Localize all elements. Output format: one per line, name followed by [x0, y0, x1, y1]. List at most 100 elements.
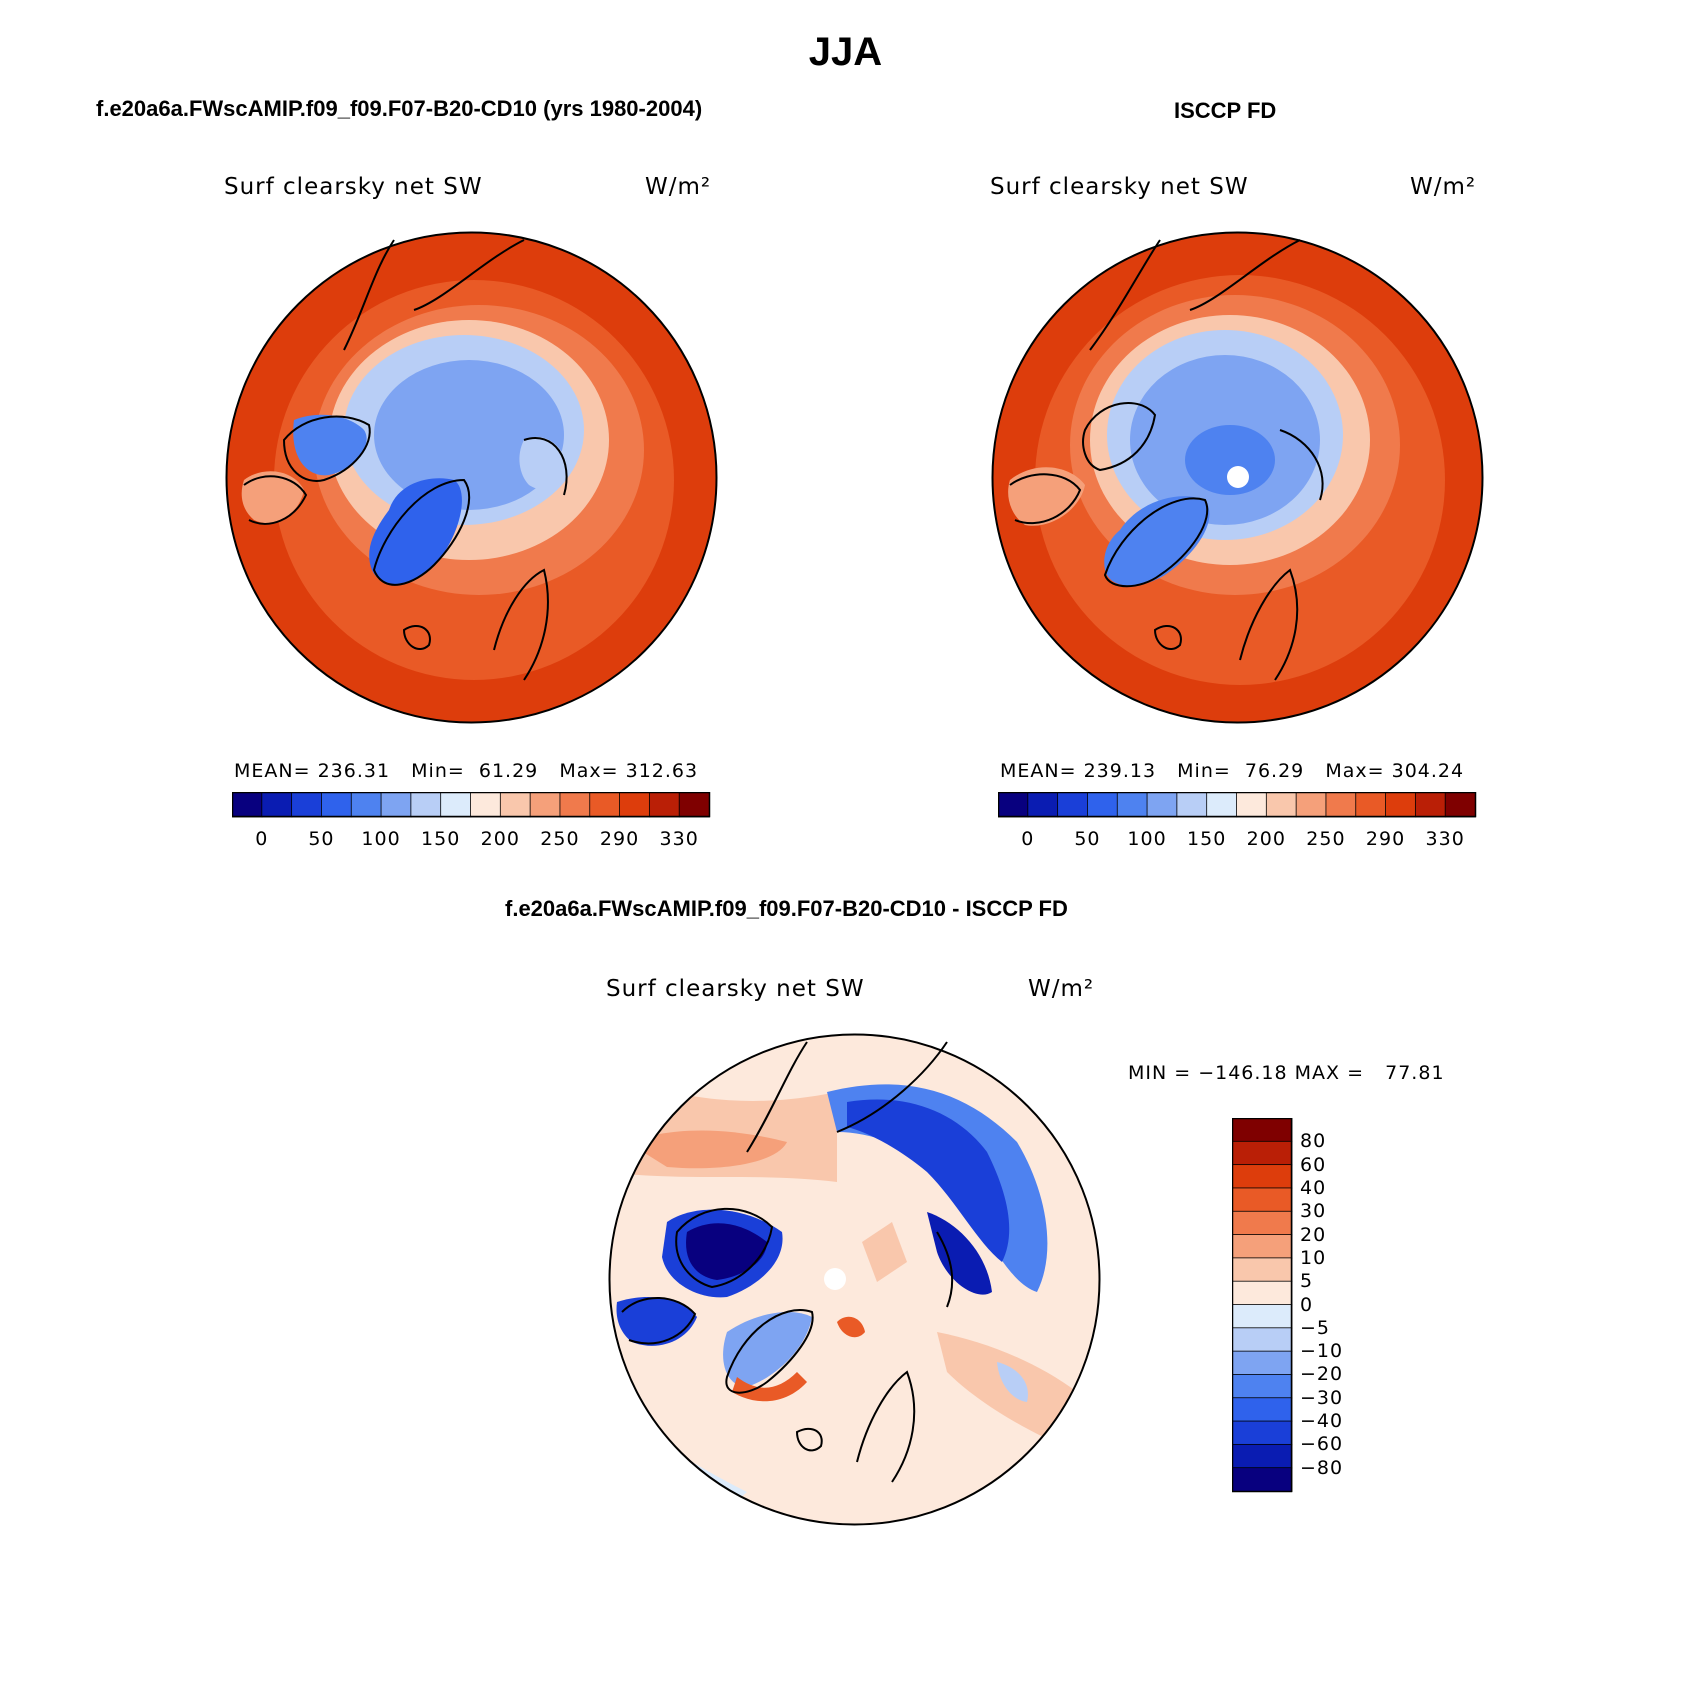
- model-ice-pack: [374, 360, 564, 510]
- obs-case-title: ISCCP FD: [1174, 98, 1277, 123]
- model-map-border: [225, 231, 718, 724]
- colorbar-tick-label: −20: [1300, 1363, 1344, 1386]
- colorbar-swatch: [589, 792, 621, 818]
- colorbar-swatch: [1236, 792, 1268, 818]
- colorbar-swatch: [1444, 792, 1476, 818]
- colorbar-swatch: [1232, 1210, 1293, 1236]
- colorbar-swatch: [1232, 1397, 1293, 1422]
- model-coast-siberia-w: [523, 437, 568, 496]
- colorbar-tick-label: 60: [1300, 1153, 1327, 1176]
- model-coast-hudson: [243, 475, 308, 525]
- model-coast-iceland: [402, 625, 431, 650]
- model-colorbar-ticks: 0 50 100 150 200 250 290 330: [232, 828, 712, 854]
- colorbar-swatch: [1232, 1374, 1293, 1399]
- colorbar-tick-label: −40: [1300, 1410, 1344, 1433]
- model-case-title: f.e20a6a.FWscAMIP.f09_f09.F07-B20-CD10 (…: [96, 96, 703, 121]
- model-coast-archipelago: [282, 415, 371, 482]
- colorbar-tick-label: 0: [1021, 828, 1035, 850]
- model-variable-label: Surf clearsky net SW: [224, 174, 483, 200]
- colorbar-tick-label: 0: [255, 828, 269, 850]
- diff-variable-label: Surf clearsky net SW: [606, 976, 865, 1002]
- colorbar-tick-label: 0: [1300, 1293, 1314, 1316]
- colorbar-swatch: [440, 792, 472, 818]
- colorbar-swatch: [1027, 792, 1059, 818]
- colorbar-tick-label: 330: [1425, 828, 1465, 850]
- colorbar-swatch: [499, 792, 532, 818]
- colorbar-swatch: [410, 792, 442, 818]
- colorbar-tick-label: 40: [1300, 1176, 1327, 1199]
- colorbar-swatch: [470, 792, 502, 818]
- colorbar-swatch: [1232, 1118, 1293, 1143]
- colorbar-swatch: [559, 792, 591, 818]
- diff-colorbar-ticks: 80 60 40 30 20 10 5 0 −5 −10 −20 −30 −40 −60 −80: [1300, 1118, 1380, 1492]
- obs-polar-map: [991, 231, 1484, 724]
- model-stats: MEAN= 236.31 Min= 61.29 Max= 312.63: [234, 760, 699, 782]
- colorbar-swatch: [1087, 792, 1119, 818]
- colorbar-tick-label: 200: [480, 828, 520, 850]
- colorbar-tick-label: −10: [1300, 1340, 1344, 1363]
- model-polar-map: [225, 231, 718, 724]
- colorbar-swatch: [1295, 792, 1327, 818]
- colorbar-tick-label: 80: [1300, 1130, 1327, 1153]
- colorbar-swatch: [1414, 792, 1447, 818]
- colorbar-tick-label: 290: [599, 828, 640, 850]
- colorbar-swatch: [1232, 1140, 1293, 1166]
- colorbar-tick-label: 5: [1300, 1270, 1314, 1293]
- colorbar-swatch: [1232, 1257, 1293, 1283]
- colorbar-tick-label: 330: [659, 828, 699, 850]
- colorbar-swatch: [1232, 1420, 1293, 1446]
- colorbar-tick-label: 150: [421, 828, 461, 850]
- colorbar-tick-label: 10: [1300, 1246, 1327, 1269]
- colorbar-swatch: [261, 792, 293, 818]
- colorbar-swatch: [619, 792, 651, 818]
- colorbar-tick-label: 30: [1300, 1200, 1327, 1223]
- colorbar-swatch: [1232, 1443, 1293, 1469]
- colorbar-swatch: [1232, 1304, 1293, 1329]
- colorbar-swatch: [232, 792, 263, 818]
- colorbar-swatch: [1355, 792, 1387, 818]
- diff-units-label: W/m²: [1028, 976, 1095, 1002]
- colorbar-tick-label: 200: [1246, 828, 1286, 850]
- colorbar-tick-label: 100: [361, 828, 401, 850]
- diff-case-title: f.e20a6a.FWscAMIP.f09_f09.F07-B20-CD10 -…: [505, 896, 1068, 921]
- colorbar-swatch: [1232, 1350, 1293, 1376]
- model-barents-sea: [519, 436, 569, 490]
- colorbar-tick-label: 20: [1300, 1223, 1327, 1246]
- colorbar-swatch: [1325, 792, 1357, 818]
- colorbar-swatch: [1232, 1327, 1293, 1353]
- model-greenland: [369, 478, 462, 585]
- colorbar-tick-label: 250: [1306, 828, 1346, 850]
- colorbar-tick-label: 290: [1365, 828, 1406, 850]
- colorbar-tick-label: −30: [1300, 1386, 1344, 1409]
- model-canada-archipelago: [293, 414, 367, 476]
- colorbar-swatch: [678, 792, 710, 818]
- model-coast-scandinavia: [493, 568, 549, 681]
- colorbar-swatch: [648, 792, 681, 818]
- diff-stats: MIN = −146.18 MAX = 77.81: [1128, 1062, 1445, 1084]
- colorbar-swatch: [350, 792, 382, 818]
- model-coast-greenland: [372, 478, 471, 586]
- model-units-label: W/m²: [645, 174, 712, 200]
- diff-colorbar: [1232, 1118, 1293, 1493]
- colorbar-swatch: [1232, 1164, 1293, 1189]
- model-coast-alaska: [343, 239, 395, 351]
- colorbar-swatch: [1232, 1234, 1293, 1259]
- model-coastlines: [243, 239, 568, 681]
- colorbar-swatch: [529, 792, 561, 818]
- colorbar-swatch: [1265, 792, 1298, 818]
- colorbar-swatch: [380, 792, 412, 818]
- obs-colorbar: [998, 792, 1477, 818]
- model-colorbar: [232, 792, 711, 818]
- colorbar-swatch: [1385, 792, 1417, 818]
- obs-stats: MEAN= 239.13 Min= 76.29 Max= 304.24: [1000, 760, 1465, 782]
- colorbar-swatch: [321, 792, 353, 818]
- colorbar-tick-label: −80: [1300, 1456, 1344, 1479]
- colorbar-swatch: [1232, 1187, 1293, 1213]
- model-hudson-bay: [241, 471, 304, 524]
- colorbar-tick-label: −60: [1300, 1433, 1344, 1456]
- colorbar-swatch: [1146, 792, 1178, 818]
- obs-variable-label: Surf clearsky net SW: [990, 174, 1249, 200]
- colorbar-swatch: [1232, 1467, 1293, 1492]
- colorbar-tick-label: 50: [308, 828, 335, 850]
- obs-units-label: W/m²: [1410, 174, 1477, 200]
